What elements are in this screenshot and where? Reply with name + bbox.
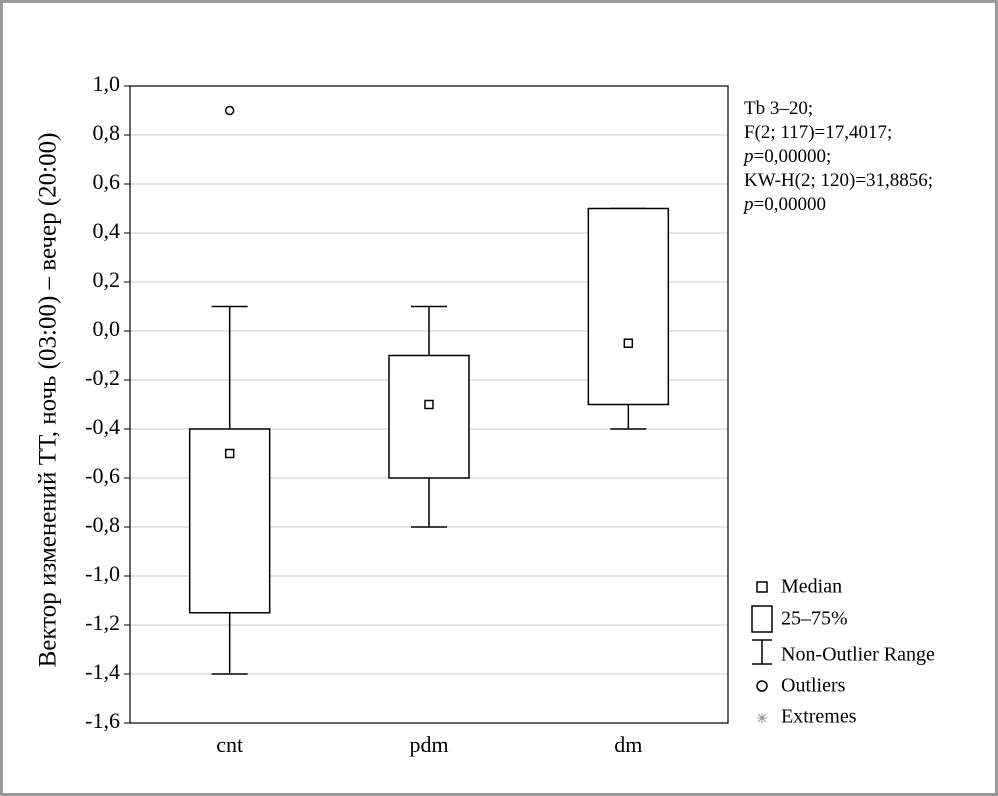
box xyxy=(388,354,470,479)
legend-label: Non-Outlier Range xyxy=(781,644,935,666)
box xyxy=(188,428,271,614)
y-tick-label: -1,2 xyxy=(85,610,120,635)
y-tick-label: -1,4 xyxy=(85,659,120,684)
legend-whisker-symbol xyxy=(752,639,772,665)
x-tick-label: dm xyxy=(614,732,642,757)
legend-outlier-symbol xyxy=(756,680,768,692)
annotation: p=0,00000 xyxy=(742,194,826,215)
x-tick-label: pdm xyxy=(409,732,448,757)
legend-median-symbol xyxy=(756,581,768,593)
annotation: p=0,00000; xyxy=(742,146,831,167)
box xyxy=(587,207,670,406)
annotation: KW-H(2; 120)=31,8856; xyxy=(744,170,933,191)
legend-label: Outliers xyxy=(781,675,846,697)
legend-extreme-symbol xyxy=(757,713,767,723)
y-tick-label: -0,8 xyxy=(85,512,120,537)
y-tick-label: -1,6 xyxy=(85,708,120,733)
y-tick-label: -0,4 xyxy=(85,414,120,439)
y-tick-label: 1,0 xyxy=(93,71,121,96)
annotation-part: KW-H(2; 120)=31,8856; xyxy=(744,170,933,191)
y-tick-label: 0,4 xyxy=(93,218,121,243)
x-tick-label: cnt xyxy=(216,732,243,757)
median xyxy=(623,338,634,348)
annotation-part: p xyxy=(742,194,754,215)
plot-area xyxy=(129,85,729,724)
annotation-part: =0,00000 xyxy=(754,194,826,215)
y-axis-label: Вектор изменений ТТ, ночь (03:00) – вече… xyxy=(35,133,62,668)
y-tick-label: -0,2 xyxy=(85,365,120,390)
median xyxy=(224,448,235,459)
legend-label: Extremes xyxy=(781,706,857,728)
y-tick-label: 0,8 xyxy=(93,120,121,145)
annotation-part: F(2; 117)=17,4017; xyxy=(744,122,892,143)
legend-label: Median xyxy=(781,576,842,598)
median xyxy=(424,399,434,410)
y-tick-label: 0,0 xyxy=(93,316,121,341)
annotation: Tb 3–20; xyxy=(744,98,813,119)
annotation-part: =0,00000; xyxy=(754,146,832,167)
annotation: F(2; 117)=17,4017; xyxy=(744,122,892,143)
y-tick-label: -0,6 xyxy=(85,463,120,488)
y-tick-label: 0,6 xyxy=(93,169,121,194)
outlier xyxy=(224,105,235,116)
legend-box-symbol xyxy=(751,605,773,633)
annotation-part: p xyxy=(742,146,754,167)
y-tick-label: 0,2 xyxy=(93,267,121,292)
annotation-part: Tb 3–20; xyxy=(744,98,813,119)
y-tick-label: -1,0 xyxy=(85,561,120,586)
legend-label: 25–75% xyxy=(781,608,848,630)
